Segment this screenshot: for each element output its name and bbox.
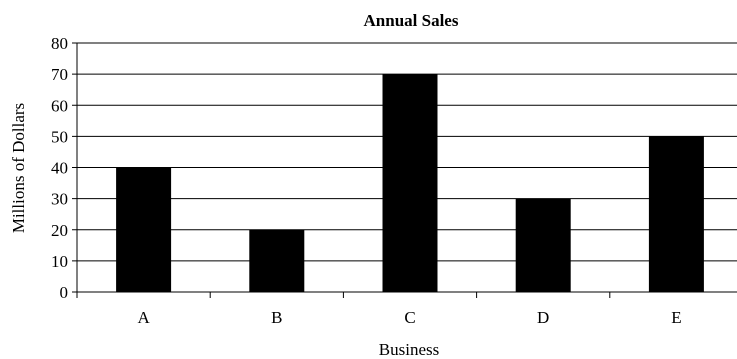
y-tick-label: 80 (51, 34, 68, 53)
y-tick-label: 10 (51, 252, 68, 271)
bar-b (249, 229, 305, 292)
chart-title: Annual Sales (364, 11, 459, 30)
x-ticks: A B C D E (76, 292, 682, 327)
y-tick-label: 60 (51, 96, 68, 115)
y-tick-label: 0 (60, 283, 69, 302)
x-tick-label: B (271, 308, 282, 327)
bar-d (515, 198, 571, 292)
x-axis-label: Business (379, 340, 439, 359)
y-tick-label: 30 (51, 190, 68, 209)
y-tick-label: 40 (51, 159, 68, 178)
y-tick-label: 20 (51, 221, 68, 240)
y-tick-label: 70 (51, 65, 68, 84)
x-tick-label: D (537, 308, 549, 327)
x-tick-label: C (404, 308, 415, 327)
bar-a (116, 167, 172, 292)
bar-c (382, 74, 438, 292)
x-tick-label: E (671, 308, 681, 327)
y-axis-label: Millions of Dollars (9, 103, 28, 233)
y-ticks: 0 10 20 30 40 50 60 70 80 (51, 34, 77, 302)
y-tick-label: 50 (51, 127, 68, 146)
bar-e (648, 136, 704, 292)
x-tick-label: A (137, 308, 150, 327)
bars (116, 74, 704, 292)
